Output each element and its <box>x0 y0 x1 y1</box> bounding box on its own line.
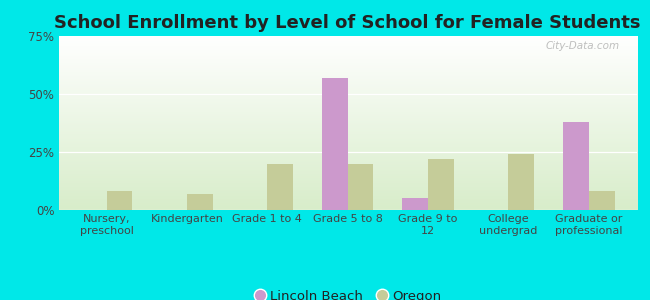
Bar <box>187 194 213 210</box>
Legend: Lincoln Beach, Oregon: Lincoln Beach, Oregon <box>249 284 447 300</box>
Bar <box>107 191 133 210</box>
Bar <box>402 198 428 210</box>
Text: City-Data.com: City-Data.com <box>545 41 619 51</box>
Bar <box>589 191 614 210</box>
Bar <box>428 159 454 210</box>
Bar <box>348 164 374 210</box>
Title: School Enrollment by Level of School for Female Students: School Enrollment by Level of School for… <box>55 14 641 32</box>
Bar <box>508 154 534 210</box>
Bar <box>322 78 348 210</box>
Bar <box>267 164 293 210</box>
Bar <box>563 122 589 210</box>
